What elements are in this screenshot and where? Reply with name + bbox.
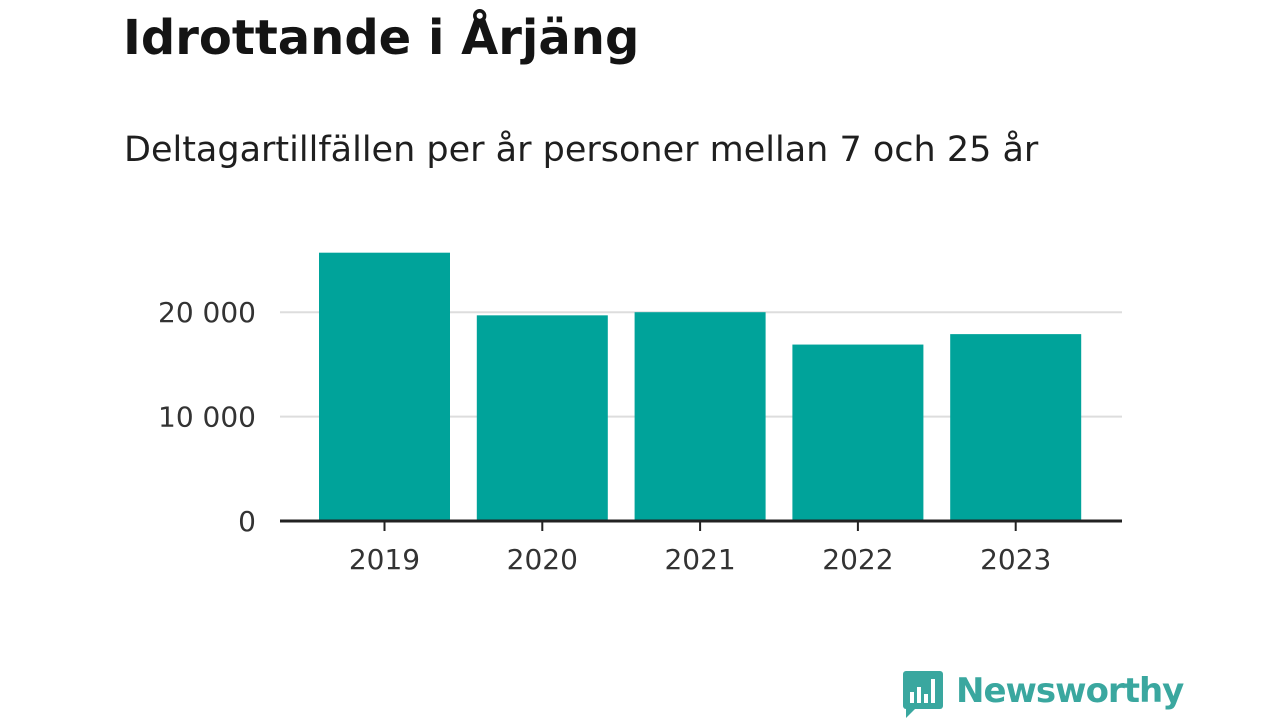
chart-subtitle: Deltagartillfällen per år personer mella…	[124, 130, 1039, 170]
x-tick-label: 2021	[664, 543, 735, 576]
y-tick-label: 0	[238, 505, 256, 538]
bar-2021	[634, 312, 766, 521]
chart-title: Idrottande i Årjäng	[123, 10, 640, 66]
bar-chart-speech-bubble-icon	[903, 671, 943, 718]
x-tick-label: 2023	[980, 543, 1051, 576]
y-tick-label: 20 000	[158, 296, 256, 329]
x-tick-label: 2020	[507, 543, 578, 576]
x-tick-label: 2022	[822, 543, 893, 576]
y-tick-label: 10 000	[158, 401, 256, 434]
bar-2019	[319, 252, 450, 521]
axes	[280, 519, 1122, 531]
bar-2022	[792, 344, 924, 521]
newsworthy-logo: Newsworthy	[902, 670, 1184, 720]
bars	[319, 252, 1082, 521]
x-tick-label: 2019	[349, 543, 420, 576]
tick-labels: 0 10 000 20 000 2019 2020 2021 2022 2023	[158, 296, 1051, 576]
bar-2020	[476, 315, 608, 521]
bar-2023	[950, 334, 1082, 521]
logo-wordmark: Newsworthy	[956, 671, 1184, 711]
